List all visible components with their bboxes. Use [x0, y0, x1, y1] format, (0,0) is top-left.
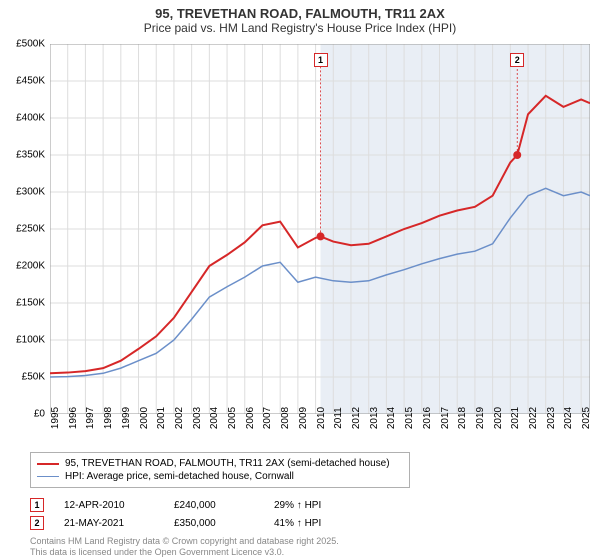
- sale-delta: 41% ↑ HPI: [274, 518, 321, 529]
- y-tick-label: £300K: [16, 187, 45, 198]
- footer-line2: This data is licensed under the Open Gov…: [30, 547, 339, 558]
- sale-marker-box: 1: [30, 498, 44, 512]
- sales-row: 1 12-APR-2010 £240,000 29% ↑ HPI: [30, 496, 321, 514]
- x-tick-label: 1999: [121, 407, 132, 429]
- x-tick-label: 2016: [422, 407, 433, 429]
- legend-label: HPI: Average price, semi-detached house,…: [65, 471, 294, 482]
- legend-box: 95, TREVETHAN ROAD, FALMOUTH, TR11 2AX (…: [30, 452, 410, 488]
- legend-swatch: [37, 476, 59, 478]
- sales-row: 2 21-MAY-2021 £350,000 41% ↑ HPI: [30, 514, 321, 532]
- x-tick-label: 2017: [440, 407, 451, 429]
- x-tick-label: 2006: [245, 407, 256, 429]
- x-tick-label: 2025: [581, 407, 592, 429]
- y-tick-label: £0: [34, 409, 45, 420]
- y-tick-label: £450K: [16, 76, 45, 87]
- x-tick-label: 2005: [227, 407, 238, 429]
- legend-label: 95, TREVETHAN ROAD, FALMOUTH, TR11 2AX (…: [65, 458, 390, 469]
- y-tick-label: £500K: [16, 39, 45, 50]
- x-tick-label: 2020: [493, 407, 504, 429]
- chart-svg: [50, 44, 590, 414]
- legend-row: HPI: Average price, semi-detached house,…: [37, 470, 403, 483]
- sale-price: £350,000: [174, 518, 254, 529]
- footer-line1: Contains HM Land Registry data © Crown c…: [30, 536, 339, 547]
- x-tick-label: 2003: [192, 407, 203, 429]
- x-tick-label: 2002: [174, 407, 185, 429]
- sale-marker-box: 2: [30, 516, 44, 530]
- sales-table: 1 12-APR-2010 £240,000 29% ↑ HPI 2 21-MAY-202…: [30, 496, 321, 532]
- chart-title-block: 95, TREVETHAN ROAD, FALMOUTH, TR11 2AX P…: [0, 0, 600, 37]
- y-tick-label: £100K: [16, 335, 45, 346]
- x-tick-label: 2021: [510, 407, 521, 429]
- y-tick-label: £400K: [16, 113, 45, 124]
- title-line1: 95, TREVETHAN ROAD, FALMOUTH, TR11 2AX: [0, 6, 600, 21]
- x-tick-label: 2001: [156, 407, 167, 429]
- x-tick-label: 2015: [404, 407, 415, 429]
- sale-price: £240,000: [174, 500, 254, 511]
- y-tick-label: £250K: [16, 224, 45, 235]
- y-tick-label: £50K: [22, 372, 45, 383]
- x-tick-label: 2012: [351, 407, 362, 429]
- sale-date: 21-MAY-2021: [64, 518, 154, 529]
- x-tick-label: 1998: [103, 407, 114, 429]
- x-tick-label: 2023: [546, 407, 557, 429]
- x-tick-label: 1997: [85, 407, 96, 429]
- chart-marker-box: 2: [510, 50, 524, 68]
- x-tick-label: 2008: [280, 407, 291, 429]
- x-tick-label: 2024: [563, 407, 574, 429]
- x-tick-label: 2018: [457, 407, 468, 429]
- chart-marker-box: 1: [314, 50, 328, 68]
- x-tick-label: 1995: [50, 407, 61, 429]
- y-tick-label: £350K: [16, 150, 45, 161]
- x-tick-label: 2010: [316, 407, 327, 429]
- x-tick-label: 2009: [298, 407, 309, 429]
- y-tick-label: £200K: [16, 261, 45, 272]
- x-tick-label: 2007: [262, 407, 273, 429]
- x-tick-label: 2013: [369, 407, 380, 429]
- legend-row: 95, TREVETHAN ROAD, FALMOUTH, TR11 2AX (…: [37, 457, 403, 470]
- x-tick-label: 2022: [528, 407, 539, 429]
- x-tick-label: 2011: [333, 407, 344, 429]
- sale-date: 12-APR-2010: [64, 500, 154, 511]
- sale-delta: 29% ↑ HPI: [274, 500, 321, 511]
- footer-attribution: Contains HM Land Registry data © Crown c…: [30, 536, 339, 558]
- chart-area: £0£50K£100K£150K£200K£250K£300K£350K£400…: [50, 44, 590, 414]
- x-tick-label: 1996: [68, 407, 79, 429]
- legend-swatch: [37, 463, 59, 465]
- x-tick-label: 2019: [475, 407, 486, 429]
- title-line2: Price paid vs. HM Land Registry's House …: [0, 21, 600, 35]
- x-tick-label: 2000: [139, 407, 150, 429]
- x-tick-label: 2014: [386, 407, 397, 429]
- x-tick-label: 2004: [209, 407, 220, 429]
- y-tick-label: £150K: [16, 298, 45, 309]
